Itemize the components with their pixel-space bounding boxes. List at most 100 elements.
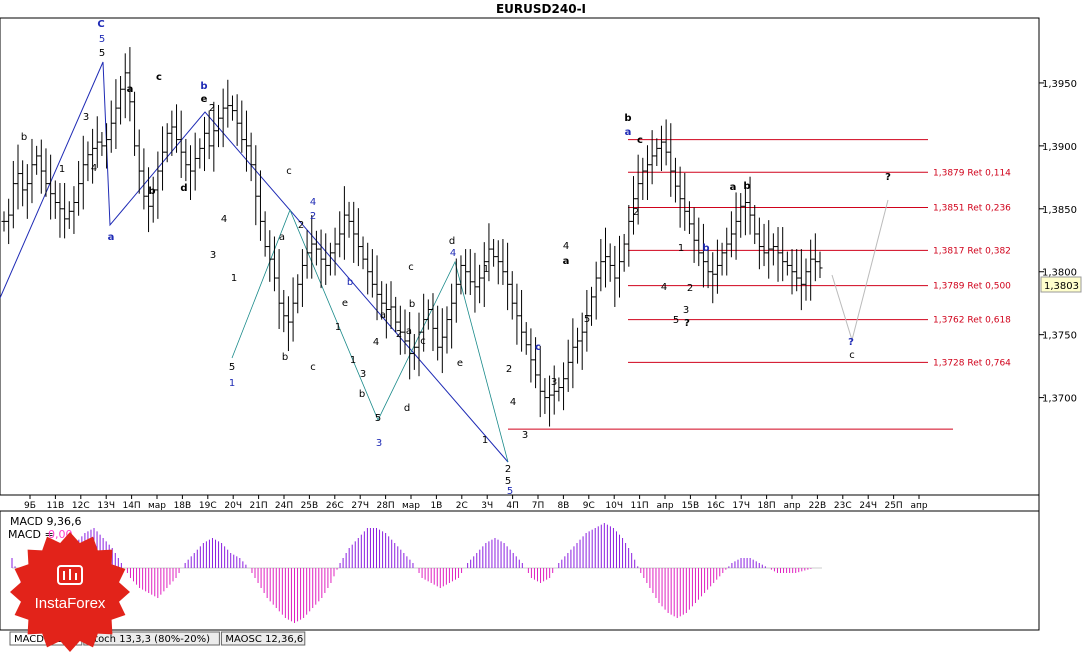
wave-label: 1 (0, 0, 3, 3)
retracement-label: 1,3762 Ret 0,618 (933, 316, 1011, 326)
wave-label: e (201, 94, 208, 105)
wave-label: c (310, 362, 316, 373)
wave-label: 3 (683, 305, 689, 316)
x-tick-label: 28П (376, 501, 394, 511)
wave-label: a (279, 232, 285, 243)
y-tick-label: 1,3800 (1042, 268, 1077, 279)
wave-label: d (449, 236, 455, 247)
x-tick-label: 26С (326, 501, 344, 511)
major-wave-line (0, 61, 509, 463)
wave-label: 4 (221, 214, 227, 225)
wave-label: 2 (633, 207, 639, 218)
wave-label: a (406, 326, 412, 337)
wave-label: ? (885, 172, 891, 183)
wave-label: b (359, 389, 365, 400)
wave-label: 3 (551, 377, 557, 388)
wave-label: 5 (505, 476, 511, 487)
y-axis: 1,3950 1,3900 1,3850 1,3800 1,3750 1,3700 (1039, 79, 1077, 405)
wave-label: b (409, 299, 415, 310)
wave-label: 1 (335, 322, 341, 333)
wave-label: b (21, 132, 27, 143)
wave-label: b (743, 181, 750, 192)
x-tick-label: 24Ч (859, 501, 877, 511)
price-pane-frame (0, 17, 1040, 496)
wave-label: 3 (210, 250, 216, 261)
wave-label: d (180, 183, 187, 194)
x-tick-label: 9Б (24, 501, 36, 511)
wave-label: 1 (229, 378, 235, 389)
current-price-tag: 1,3803 (1040, 276, 1082, 293)
x-tick-label: апр (783, 501, 800, 511)
wave-label: 5 (99, 34, 105, 45)
logo-mark-icon (57, 565, 83, 585)
wave-label: 5 (584, 314, 590, 325)
retracement-label: 1,3879 Ret 0,114 (933, 168, 1011, 178)
x-tick-label: 21П (249, 501, 267, 511)
x-tick-label: апр (656, 501, 673, 511)
indicator-tab[interactable]: MAOSC 12,36,6 (220, 631, 306, 646)
wave-label: 3 (83, 112, 89, 123)
tab-label: Stoch 13,3,3 (80%-20%) (88, 634, 210, 645)
x-tick-label: 20Ч (224, 501, 242, 511)
wave-label: 1 (350, 355, 356, 366)
wave-label: 4 (91, 163, 97, 174)
instaforex-logo: InstaForex (10, 532, 130, 652)
x-tick-label: 12С (72, 501, 90, 511)
x-tick-label: 16С (707, 501, 725, 511)
current-price-label: 1,3803 (1044, 281, 1079, 292)
wave-label: b (282, 352, 288, 363)
wave-label: e (457, 358, 463, 369)
wave-label: C (97, 19, 104, 30)
wave-label: 4 (510, 397, 516, 408)
x-tick-label: апр (910, 501, 927, 511)
x-tick-label: 25В (301, 501, 319, 511)
wave-label: 2 (505, 464, 511, 475)
logo-seal (10, 532, 130, 652)
tab-label: MAOSC 12,36,6 (225, 634, 303, 645)
wave-label: 1 (678, 243, 684, 254)
x-tick-label: 9С (583, 501, 595, 511)
tab-background (220, 631, 306, 646)
x-tick-label: 17Ч (732, 501, 750, 511)
wave-label: a (127, 84, 134, 95)
wave-label: e (342, 298, 348, 309)
wave-label: a (730, 182, 737, 193)
macd-value-prefix: MACD = (8, 528, 54, 541)
x-tick-label: 1В (430, 501, 442, 511)
logo-brand-text: InstaForex (35, 595, 106, 612)
wave-label: 1 (231, 273, 237, 284)
x-tick-label: 15В (682, 501, 700, 511)
wave-label: 5 (99, 48, 105, 59)
x-tick-label: 8В (557, 501, 569, 511)
wave-label: 2 (310, 211, 316, 222)
wave-label: c (535, 342, 541, 353)
retracement-label: 1,3817 Ret 0,382 (933, 246, 1011, 256)
y-tick-label: 1,3900 (1042, 142, 1077, 153)
wave-label: c (286, 166, 292, 177)
wave-label: b (702, 243, 709, 254)
wave-label: c (420, 336, 426, 347)
wave-label: 4 (563, 241, 569, 252)
x-tick-label: мар (402, 501, 420, 511)
wave-label: c (156, 72, 162, 83)
wave-label: 2 (506, 364, 512, 375)
indicator-pane-frame (0, 510, 1040, 631)
x-tick-label: 4П (506, 501, 519, 511)
x-tick-label: 11П (630, 501, 648, 511)
price-bars (1, 47, 823, 427)
projected-wave-line (831, 199, 889, 342)
wave-label: b (347, 277, 353, 288)
macd-title: MACD 9,36,6 (10, 515, 81, 528)
x-tick-label: 23С (834, 501, 852, 511)
wave-label: 3 (360, 369, 366, 380)
x-tick-label: 18В (174, 501, 192, 511)
wave-label: 4 (661, 282, 667, 293)
x-tick-label: 7П (532, 501, 545, 511)
wave-label: a (563, 256, 570, 267)
chart-title: EURUSD240-I (496, 2, 586, 16)
wave-label: c (849, 350, 855, 361)
y-tick-label: 1,3950 (1042, 79, 1077, 90)
wave-label: ? (684, 318, 690, 329)
